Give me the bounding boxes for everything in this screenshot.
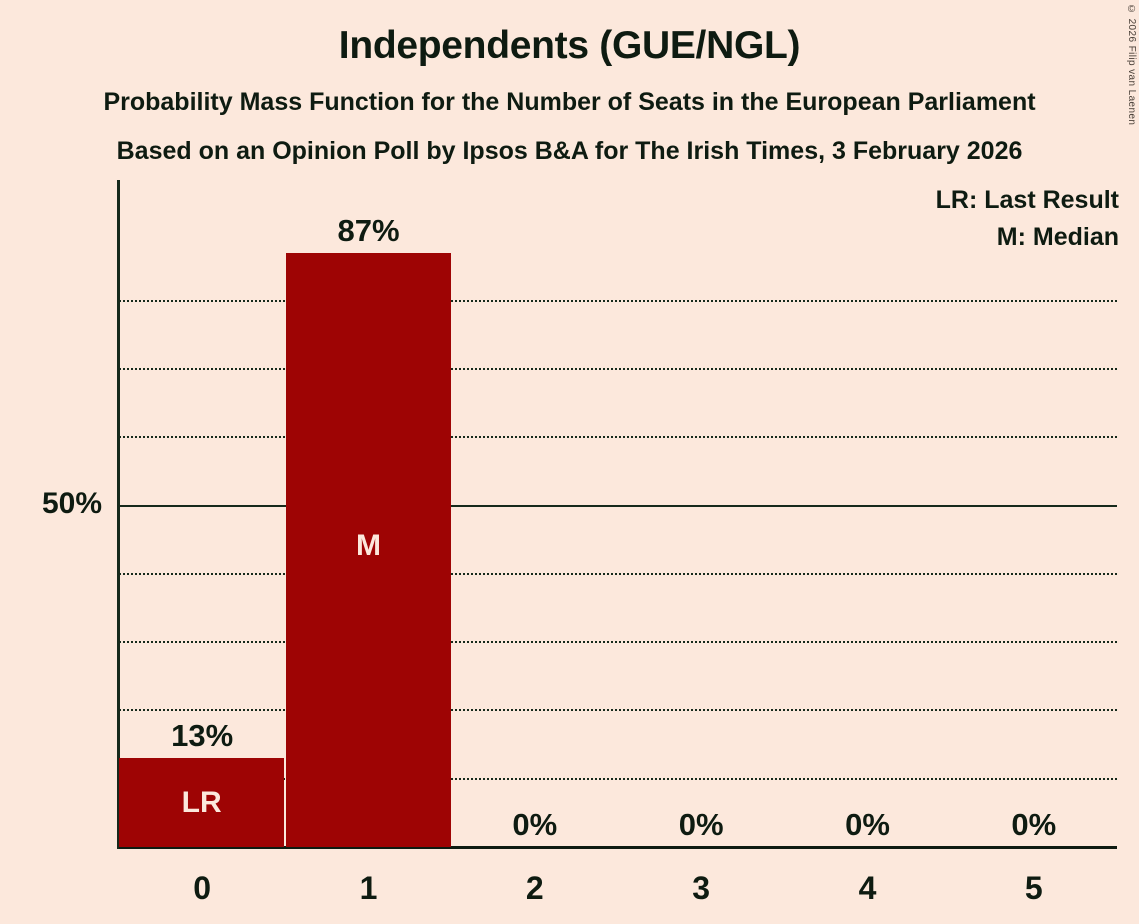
bar-value-label: 0% <box>1011 807 1057 842</box>
gridline-minor <box>119 436 1117 439</box>
copyright-notice: © 2026 Filip van Laenen <box>1126 4 1137 126</box>
gridline-minor <box>119 299 1117 302</box>
legend-entry-m: M: Median <box>996 223 1119 251</box>
bar: LR <box>119 758 285 847</box>
bar-marker-lr: LR <box>181 785 222 819</box>
legend-entry-lr: LR: Last Result <box>935 186 1119 214</box>
x-axis-tick-label: 0 <box>193 870 212 906</box>
x-axis-tick-label: 5 <box>1024 870 1043 906</box>
chart-subtitle-primary: Probability Mass Function for the Number… <box>103 88 1036 116</box>
y-axis-line <box>117 180 120 849</box>
gridline-minor <box>119 709 1117 712</box>
bar-value-label: 13% <box>171 718 234 754</box>
bar-value-label: 0% <box>845 807 890 842</box>
gridline-minor <box>119 641 1117 644</box>
y-axis-tick-label: 50% <box>41 486 102 520</box>
bar-marker-m: M <box>355 528 381 562</box>
bar: M <box>286 252 451 847</box>
x-axis-tick-label: 4 <box>858 870 877 906</box>
chart-subtitle-source: Based on an Opinion Poll by Ipsos B&A fo… <box>116 137 1023 165</box>
bar-value-label: 0% <box>512 807 558 842</box>
x-axis-line <box>119 846 1117 849</box>
chart-title: Independents (GUE/NGL) <box>338 24 801 67</box>
bar-value-label: 87% <box>337 212 400 248</box>
x-axis-tick-label: 2 <box>525 870 544 906</box>
gridline-minor <box>119 777 1117 780</box>
gridline-major <box>119 504 1117 507</box>
gridline-minor <box>119 367 1117 370</box>
x-axis-tick-label: 3 <box>692 870 711 906</box>
bar-value-label: 0% <box>678 807 724 842</box>
x-axis-tick-label: 1 <box>359 870 378 906</box>
gridline-minor <box>119 572 1117 575</box>
